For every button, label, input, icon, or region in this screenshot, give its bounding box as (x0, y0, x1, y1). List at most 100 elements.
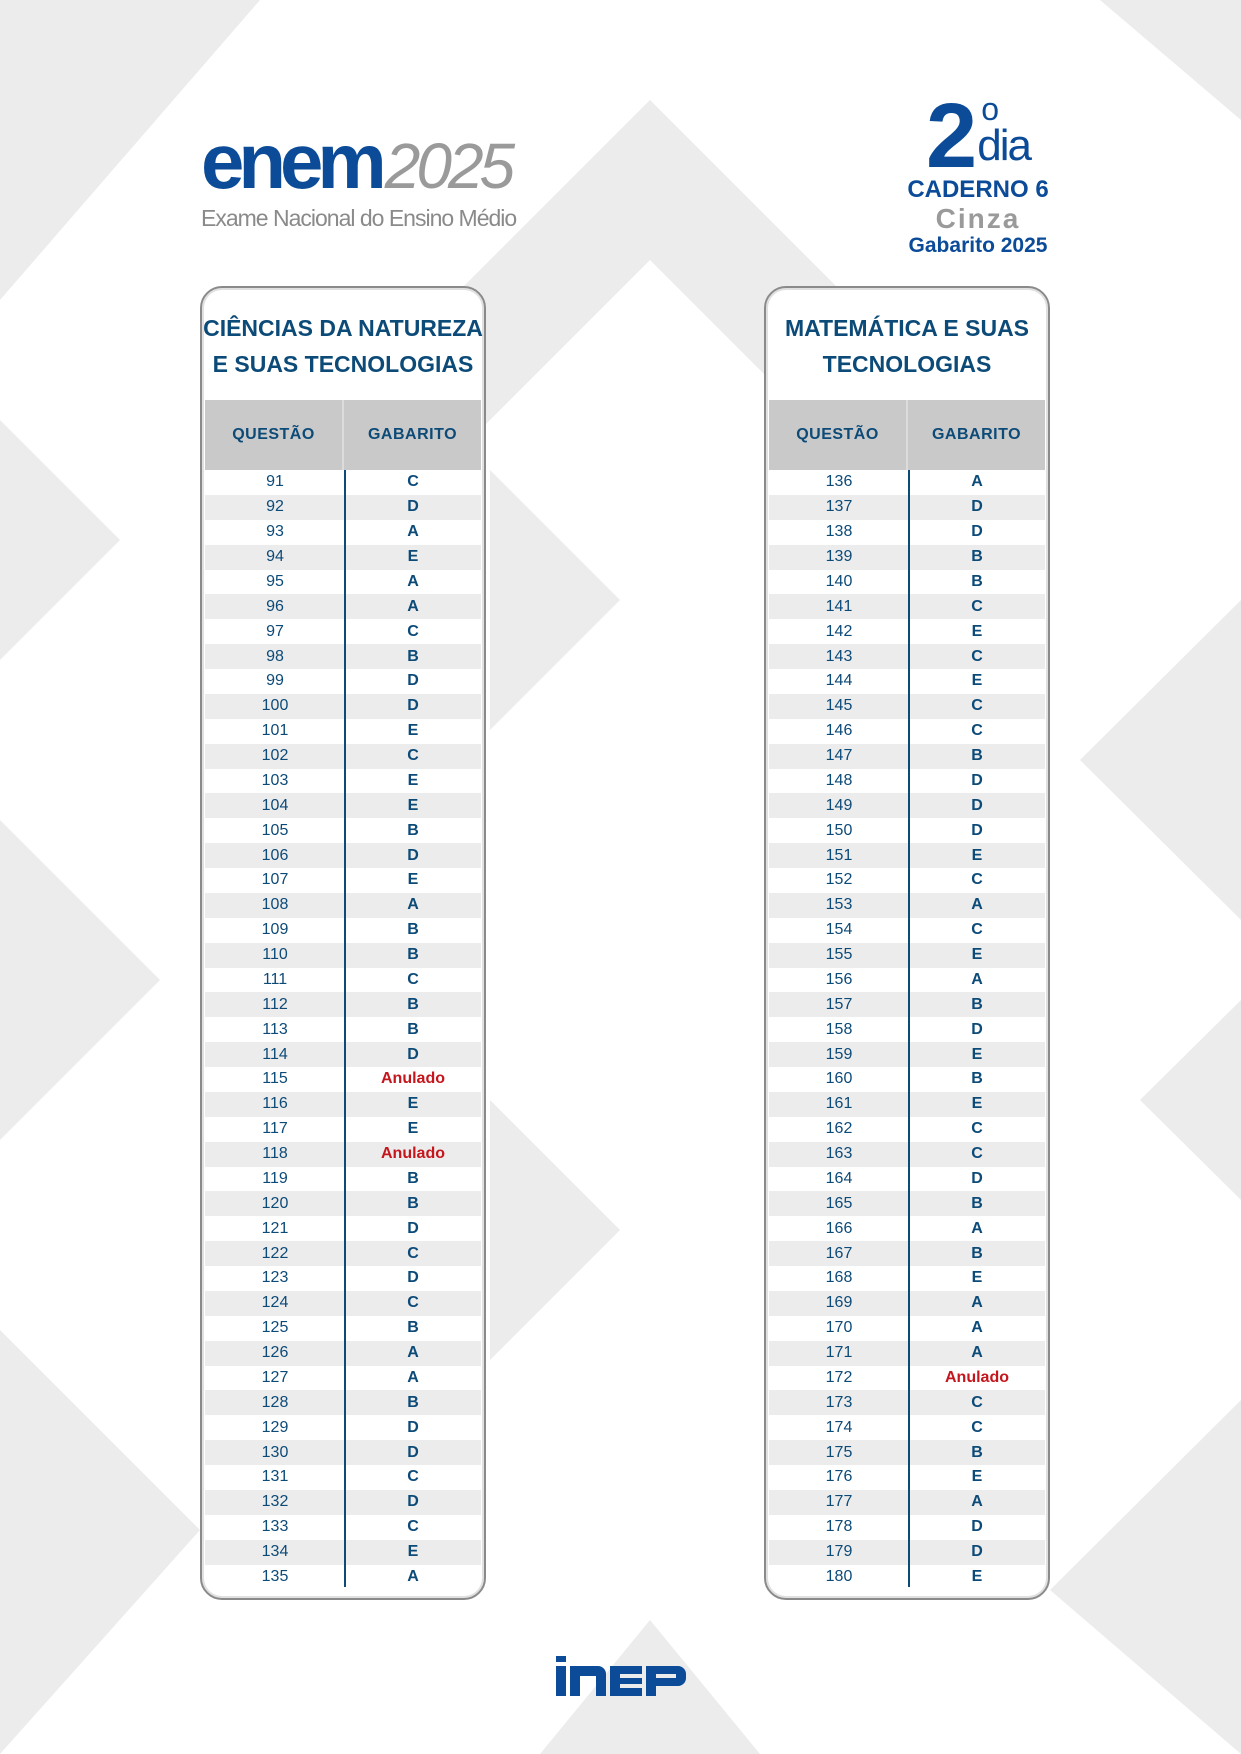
answer-letter: B (971, 995, 983, 1013)
table-row: 127 A (205, 1366, 481, 1391)
answer-letter: E (971, 1095, 983, 1113)
question-number: 127 (261, 1368, 289, 1386)
booklet-number: CADERNO 6 (907, 176, 1049, 203)
answer-letter: A (971, 1294, 983, 1312)
question-number: 108 (261, 896, 289, 914)
table-row: 97 C (205, 619, 481, 644)
answer-letter: C (971, 722, 983, 740)
question-number: 120 (261, 1194, 289, 1212)
answer-letter: C (971, 697, 983, 715)
question-number: 148 (825, 771, 853, 789)
answer-letter: D (971, 821, 983, 839)
answer-letter: D (971, 1543, 983, 1561)
table-row: 147 B (769, 743, 1045, 769)
answer-letter: A (407, 1567, 419, 1585)
question-number: 106 (261, 846, 289, 864)
table-row: 171 A (769, 1340, 1045, 1366)
table-row: 128 B (205, 1390, 481, 1416)
table-row: 159 E (769, 1042, 1045, 1067)
question-number: 156 (825, 970, 853, 988)
table-row: 125 B (205, 1316, 481, 1341)
table-body: 91 C 92 D 93 A 94 E 95 A 96 A 97 C 98 B 99 D 100 D 101 E 102 C 1… (205, 470, 481, 1589)
question-number: 101 (261, 722, 289, 740)
question-number: 180 (825, 1567, 853, 1585)
table-row: 136 A (769, 470, 1045, 495)
answer-letter: E (971, 946, 983, 964)
table-row: 166 A (769, 1216, 1045, 1241)
question-number: 125 (261, 1319, 289, 1337)
answer-letter: D (407, 697, 419, 715)
question-number: 132 (261, 1493, 289, 1511)
question-number: 154 (825, 921, 853, 939)
question-number: 100 (261, 697, 289, 715)
table-row: 116 E (205, 1091, 481, 1117)
answer-letter: B (407, 821, 419, 839)
answer-letter: C (971, 647, 983, 665)
answer-letter: A (407, 896, 419, 914)
table-row: 153 A (769, 892, 1045, 918)
question-number: 102 (261, 747, 289, 765)
table-row: 172 Anulado (769, 1366, 1045, 1391)
question-number: 104 (261, 796, 289, 814)
answer-letter: E (407, 871, 419, 889)
answer-letter: A (971, 1219, 983, 1237)
table-row: 130 D (205, 1440, 481, 1465)
question-number: 98 (266, 647, 284, 665)
question-number: 111 (262, 970, 288, 988)
answer-letter: C (407, 1468, 419, 1486)
table-row: 126 A (205, 1340, 481, 1366)
column-header-answer: GABARITO (931, 426, 1022, 443)
table-row: 164 D (769, 1167, 1045, 1192)
question-number: 130 (261, 1443, 289, 1461)
column-header-answer: GABARITO (367, 426, 458, 443)
question-number: 118 (262, 1145, 288, 1163)
table-row: 120 B (205, 1191, 481, 1217)
table-row: 160 B (769, 1067, 1045, 1092)
table-row: 135 A (205, 1565, 481, 1590)
answer-letter: A (971, 970, 983, 988)
day-number: 2 (926, 85, 978, 187)
answer-letter: B (971, 548, 983, 566)
table-row: 131 C (205, 1465, 481, 1490)
table-row: 123 D (205, 1266, 481, 1291)
question-number: 143 (825, 647, 853, 665)
title-line-1: MATEMÁTICA E SUAS (784, 315, 1030, 341)
answer-letter: D (407, 1418, 419, 1436)
answer-letter: D (971, 523, 983, 541)
table-ciencias-natureza: CIÊNCIAS DA NATUREZA E SUAS TECNOLOGIAS Q… (200, 286, 486, 1600)
question-number: 110 (262, 946, 288, 964)
table-row: 177 A (769, 1489, 1045, 1515)
answer-annulled: Anulado (381, 1145, 445, 1163)
answer-letter: C (407, 1294, 419, 1312)
answer-letter: B (971, 1244, 983, 1262)
booklet-color: Cinza (935, 203, 1021, 234)
question-number: 173 (825, 1393, 853, 1411)
question-number: 124 (261, 1294, 289, 1312)
table-row: 109 B (205, 918, 481, 943)
answer-letter: E (407, 1095, 419, 1113)
table-row: 163 C (769, 1141, 1045, 1167)
question-number: 169 (825, 1294, 853, 1312)
table-row: 113 B (205, 1017, 481, 1042)
table-row: 101 E (205, 719, 481, 744)
question-number: 160 (825, 1070, 853, 1088)
table-row: 158 D (769, 1017, 1045, 1042)
answer-letter: B (407, 1020, 419, 1038)
table-row: 108 A (205, 892, 481, 918)
table-row: 103 E (205, 769, 481, 794)
question-number: 141 (825, 597, 853, 615)
question-number: 103 (261, 771, 289, 789)
answer-letter: E (407, 796, 419, 814)
table-row: 91 C (205, 470, 481, 495)
question-number: 116 (262, 1095, 288, 1113)
question-number: 144 (825, 672, 853, 690)
question-number: 96 (266, 597, 284, 615)
answer-letter: B (407, 647, 419, 665)
title-line-1: CIÊNCIAS DA NATUREZA (203, 315, 483, 341)
question-number: 109 (261, 921, 289, 939)
answer-letter: B (407, 995, 419, 1013)
question-number: 138 (825, 523, 853, 541)
answer-letter: E (407, 722, 419, 740)
answer-letter: C (971, 921, 983, 939)
question-number: 157 (825, 995, 853, 1013)
